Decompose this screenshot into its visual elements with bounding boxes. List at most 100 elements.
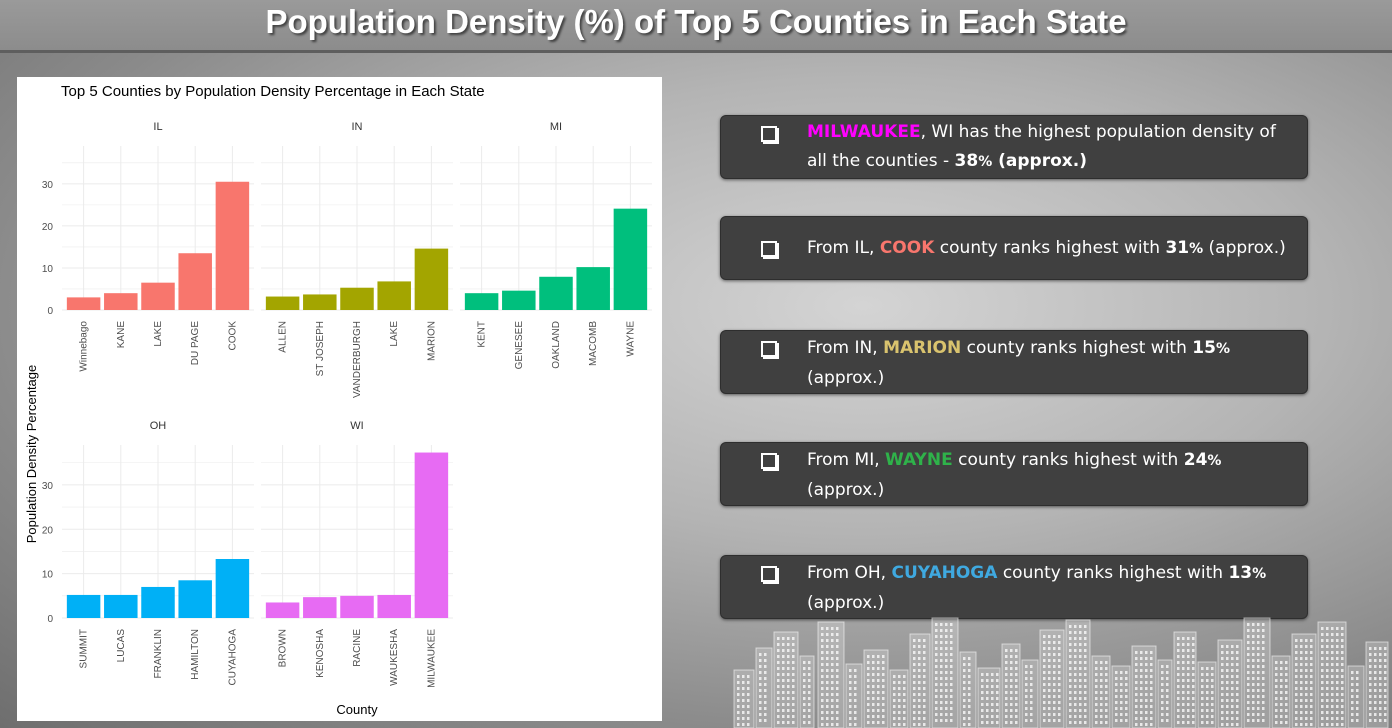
bar bbox=[265, 602, 300, 618]
building-silhouette bbox=[1271, 655, 1291, 728]
bar bbox=[377, 594, 411, 618]
x-tick-label: SUMMIT bbox=[79, 629, 90, 668]
x-tick-label: OAKLAND bbox=[551, 321, 562, 369]
x-tick-label: CUYAHOGA bbox=[227, 629, 238, 686]
value-emphasis: % bbox=[1252, 566, 1267, 582]
x-tick-label: VANDERBURGH bbox=[352, 321, 363, 398]
x-tick-label: LAKE bbox=[389, 321, 400, 347]
bar bbox=[576, 267, 610, 310]
bar bbox=[66, 594, 101, 618]
building-silhouette bbox=[733, 669, 755, 728]
bar bbox=[340, 287, 374, 310]
building-silhouette bbox=[1131, 645, 1157, 728]
bar bbox=[613, 208, 648, 310]
y-tick-label: 30 bbox=[42, 180, 54, 191]
building-silhouette bbox=[909, 633, 931, 728]
bar bbox=[178, 580, 212, 618]
city-skyline-decoration bbox=[733, 617, 1389, 728]
text-run: (approx.) bbox=[807, 593, 885, 613]
x-tick-label: GENESEE bbox=[514, 321, 525, 370]
y-tick-label: 30 bbox=[42, 481, 54, 492]
text-run: county ranks highest with bbox=[961, 338, 1193, 358]
insight-card-cuyahoga: From OH, CUYAHOGA county ranks highest w… bbox=[720, 555, 1308, 619]
x-tick-label: KENOSHA bbox=[315, 629, 326, 678]
y-tick-label: 0 bbox=[47, 306, 53, 317]
checkbox-bullet-icon bbox=[761, 126, 777, 142]
x-tick-label: RACINE bbox=[352, 629, 363, 667]
bar bbox=[377, 281, 411, 310]
building-silhouette bbox=[1111, 665, 1131, 728]
x-tick-label: WAYNE bbox=[625, 321, 636, 357]
bar bbox=[215, 559, 250, 618]
building-silhouette bbox=[773, 631, 799, 728]
value-emphasis: 31 bbox=[1165, 238, 1190, 258]
chart-panel: Top 5 Counties by Population Density Per… bbox=[17, 77, 662, 721]
building-silhouette bbox=[1091, 655, 1111, 728]
bar bbox=[539, 276, 573, 310]
bar bbox=[340, 595, 374, 618]
insight-text: From MI, WAYNE county ranks highest with… bbox=[807, 446, 1293, 505]
insight-text: MILWAUKEE, WI has the highest population… bbox=[807, 118, 1293, 177]
value-emphasis: 24 bbox=[1183, 450, 1208, 470]
facet-label: MI bbox=[550, 121, 562, 133]
x-tick-label: WAUKESHA bbox=[389, 629, 400, 686]
building-silhouette bbox=[1317, 621, 1347, 728]
value-emphasis: % bbox=[1215, 341, 1230, 357]
text-run: From MI, bbox=[807, 450, 886, 470]
x-tick-label: ALLEN bbox=[278, 321, 289, 353]
x-tick-label: KENT bbox=[477, 321, 488, 348]
text-run: county ranks highest with bbox=[952, 450, 1184, 470]
building-silhouette bbox=[1243, 617, 1271, 728]
bar bbox=[104, 594, 138, 618]
value-emphasis: 13 bbox=[1228, 563, 1253, 583]
value-emphasis: (approx.) bbox=[992, 151, 1087, 171]
building-silhouette bbox=[1001, 643, 1021, 728]
y-tick-label: 10 bbox=[42, 570, 54, 581]
building-silhouette bbox=[1291, 633, 1317, 728]
chart-title: Top 5 Counties by Population Density Per… bbox=[61, 83, 485, 100]
x-tick-label: FRANKLIN bbox=[153, 629, 164, 678]
bar bbox=[303, 597, 337, 618]
checkbox-bullet-icon bbox=[761, 566, 777, 582]
x-axis-title: County bbox=[336, 702, 378, 717]
text-run: (approx.) bbox=[807, 368, 885, 388]
county-highlight: MARION bbox=[883, 338, 962, 358]
facet-label: OH bbox=[150, 420, 167, 432]
checkbox-bullet-icon bbox=[761, 341, 777, 357]
building-silhouette bbox=[1197, 661, 1217, 728]
x-tick-label: ST JOSEPH bbox=[315, 321, 326, 376]
text-run: (approx.) bbox=[807, 480, 885, 500]
building-silhouette bbox=[845, 663, 863, 728]
building-silhouette bbox=[1365, 641, 1389, 728]
bar bbox=[502, 290, 536, 310]
building-silhouette bbox=[1065, 619, 1091, 728]
bar bbox=[414, 452, 449, 618]
bar bbox=[464, 293, 499, 310]
building-silhouette bbox=[1217, 639, 1243, 728]
checkbox-bullet-icon bbox=[761, 241, 777, 257]
y-tick-label: 20 bbox=[42, 525, 54, 536]
building-silhouette bbox=[977, 667, 1001, 728]
x-tick-label: BROWN bbox=[278, 629, 289, 667]
value-emphasis: % bbox=[1189, 241, 1204, 257]
building-silhouette bbox=[1347, 665, 1365, 728]
value-emphasis: % bbox=[1207, 453, 1222, 469]
insight-card-milwaukee: MILWAUKEE, WI has the highest population… bbox=[720, 115, 1308, 179]
x-tick-label: MACOMB bbox=[588, 321, 599, 366]
building-silhouette bbox=[889, 669, 909, 728]
building-silhouette bbox=[1173, 631, 1197, 728]
value-emphasis: 38 bbox=[954, 151, 979, 171]
facet-label: IL bbox=[153, 121, 162, 133]
title-divider bbox=[0, 50, 1392, 53]
x-tick-label: KANE bbox=[116, 321, 127, 349]
x-tick-label: MILWAUKEE bbox=[426, 629, 437, 688]
building-silhouette bbox=[817, 621, 845, 728]
x-tick-label: LUCAS bbox=[116, 629, 127, 663]
building-silhouette bbox=[1039, 629, 1065, 728]
text-run: (approx.) bbox=[1203, 238, 1286, 258]
insight-card-wayne: From MI, WAYNE county ranks highest with… bbox=[720, 442, 1308, 506]
county-highlight: WAYNE bbox=[885, 450, 953, 470]
text-run: From IN, bbox=[807, 338, 884, 358]
facet-label: WI bbox=[350, 420, 363, 432]
building-silhouette bbox=[799, 655, 815, 728]
